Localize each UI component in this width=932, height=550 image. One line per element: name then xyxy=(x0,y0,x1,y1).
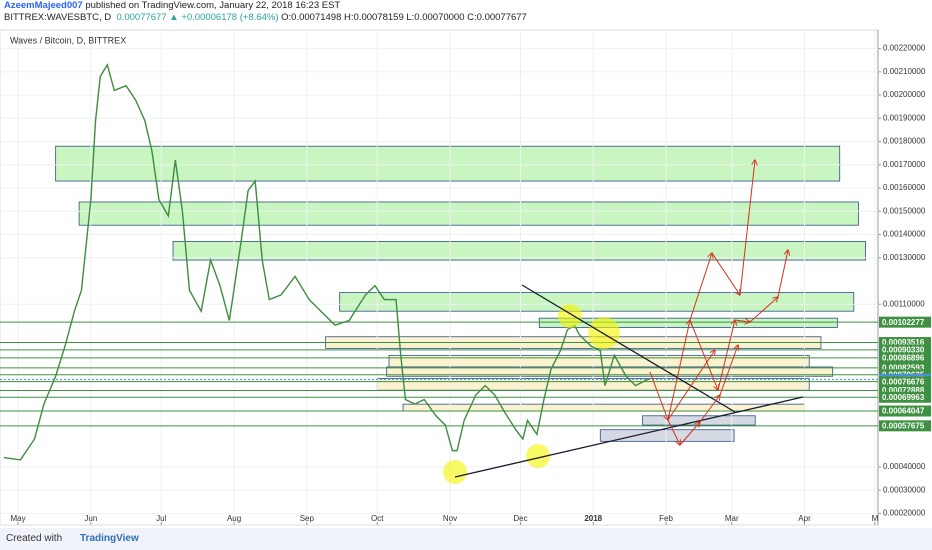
annotations xyxy=(443,160,804,484)
level-badge xyxy=(879,391,931,403)
x-tick-label: Jun xyxy=(84,514,97,523)
arrow xyxy=(679,422,700,446)
grid: 0.00220000 0.00210000 0.00200000 0.00190000… xyxy=(0,30,926,525)
y-tick-label: 0.00170000 xyxy=(883,160,926,169)
high: H:0.00078159 xyxy=(344,12,404,23)
x-tick-label: Jul xyxy=(156,514,166,523)
level-badge xyxy=(879,420,931,432)
arrow xyxy=(667,320,690,421)
created-with: Created with xyxy=(6,533,63,544)
level-label: 0.00069963 xyxy=(882,393,925,402)
close: C:0.00077677 xyxy=(467,12,527,23)
level-badge xyxy=(879,337,931,349)
level-badge xyxy=(879,352,931,364)
level-badge xyxy=(879,316,931,328)
level-label: 0.00093516 xyxy=(882,338,925,347)
trend-line xyxy=(454,396,804,478)
change: ▲ +0.00006178 (+8.64%) xyxy=(169,12,279,23)
brand[interactable]: TradingView xyxy=(80,533,139,544)
x-tick-label: Nov xyxy=(443,514,457,523)
level-badge xyxy=(879,384,931,396)
quote-line: BITTREX:WAVESBTC, D 0.00077677 ▲ +0.0000… xyxy=(4,12,527,24)
level-label: 0.00082593 xyxy=(882,364,925,373)
level-badge xyxy=(879,344,931,356)
projection-arrows xyxy=(649,160,788,446)
zone xyxy=(78,201,859,226)
y-tick-label: 0.00140000 xyxy=(883,230,926,239)
chart-title: Waves / Bitcoin, D, BITTREX xyxy=(10,35,126,45)
x-tick-label: Oct xyxy=(371,514,384,523)
level-badge xyxy=(879,362,931,374)
zone xyxy=(172,241,866,261)
y-tick-label: 0.00130000 xyxy=(883,253,926,262)
arrow xyxy=(667,419,680,445)
highlight xyxy=(526,444,550,468)
x-tick-label: Feb xyxy=(659,514,673,523)
x-tick-label: M xyxy=(872,514,879,523)
symbol: BITTREX:WAVESBTC, D xyxy=(4,12,112,23)
zone xyxy=(388,354,810,368)
open: O:0.00071498 xyxy=(281,12,342,23)
publish-line: AzeemMajeed007 published on TradingView.… xyxy=(4,0,527,12)
levels: 0.00102277 0.000935160.000903300.00086896… xyxy=(0,316,931,432)
series xyxy=(3,63,650,461)
price: 0.00077677 xyxy=(116,12,167,23)
x-tick-label: 2018 xyxy=(584,514,602,523)
header: AzeemMajeed007 published on TradingView.… xyxy=(4,0,527,24)
level-badge xyxy=(879,405,931,417)
arrow xyxy=(777,250,788,298)
footer: Created with TradingView xyxy=(0,528,932,550)
arrow xyxy=(699,395,720,423)
x-tick-label: Sep xyxy=(300,514,315,523)
arrow xyxy=(717,320,735,391)
published: published on TradingView.com, January 22… xyxy=(82,0,341,11)
plot-frame xyxy=(0,29,879,526)
arrow xyxy=(649,371,668,420)
highlight xyxy=(558,304,582,328)
arrow xyxy=(711,252,740,295)
price-line xyxy=(3,63,650,461)
highlight xyxy=(443,460,467,484)
y-tick-label: 0.00190000 xyxy=(883,113,926,122)
y-tick-label: 0.00150000 xyxy=(883,206,926,215)
zone xyxy=(339,292,855,312)
zone xyxy=(599,429,735,442)
arrow xyxy=(749,297,778,323)
zone xyxy=(55,145,841,182)
level-label: 0.00072888 xyxy=(882,386,925,395)
x-tick-label: Mar xyxy=(725,514,739,523)
y-tick-label: 0.00200000 xyxy=(883,90,926,99)
y-tick-label: 0.00040000 xyxy=(883,462,926,471)
x-tick-label: Dec xyxy=(513,514,527,523)
level-label: 0.00076676 xyxy=(882,377,925,386)
highlight xyxy=(588,317,620,349)
arrow xyxy=(689,319,718,390)
y-tick-label: 0.00110000 xyxy=(883,299,925,308)
level-label: 0.00086896 xyxy=(882,354,925,363)
arrow xyxy=(739,160,755,296)
arrow xyxy=(719,345,738,396)
y-tick-label: 0.00180000 xyxy=(883,137,926,146)
level-label: 0.00090330 xyxy=(882,346,925,355)
x-tick-label: Aug xyxy=(227,514,241,523)
low: L:0.00070000 xyxy=(406,12,465,23)
y-tick-label: 0.00220000 xyxy=(883,44,926,53)
author[interactable]: AzeemMajeed007 xyxy=(4,0,83,11)
trend-line xyxy=(521,284,736,413)
x-tick-label: Apr xyxy=(798,514,811,523)
chart: 0.00220000 0.00210000 0.00200000 0.00190000… xyxy=(0,29,931,526)
arrow xyxy=(689,253,712,321)
level-badge xyxy=(879,376,931,388)
y-tick-label: 0.00020000 xyxy=(883,508,926,517)
level-label: 0.00064047 xyxy=(882,407,925,416)
arrow xyxy=(734,320,750,322)
level-label: 0.00057675 xyxy=(882,421,925,430)
level-label: 0.00102277 xyxy=(882,318,925,327)
y-tick-label: 0.00160000 xyxy=(883,183,926,192)
y-tick-label: 0.00210000 xyxy=(883,67,926,76)
y-tick-label: 0.00030000 xyxy=(883,485,926,494)
x-tick-label: May xyxy=(11,514,26,523)
